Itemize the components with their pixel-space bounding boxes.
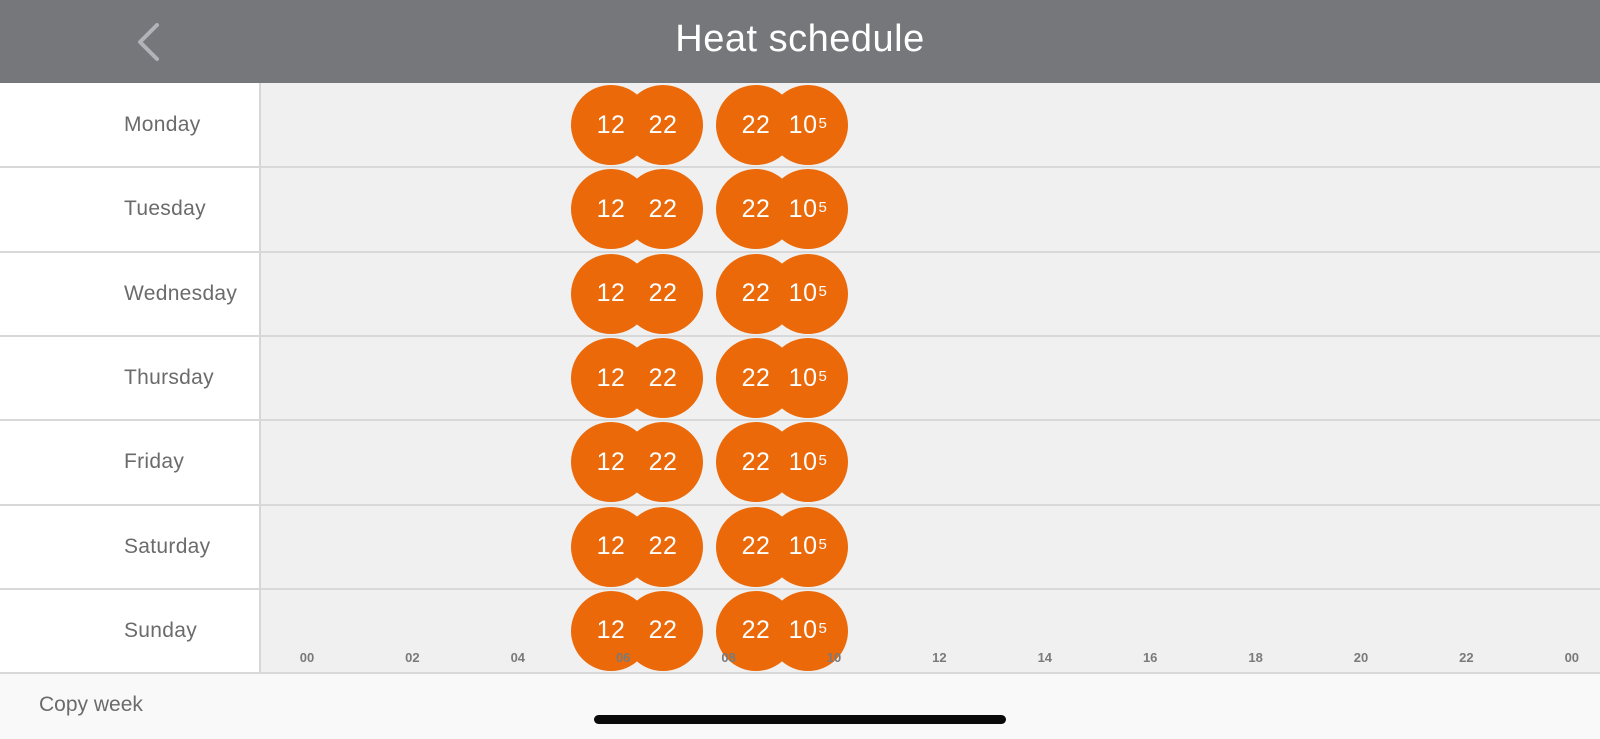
schedule-point-thursday[interactable]: 22 (623, 338, 703, 419)
schedule-point-monday[interactable]: 10 5 (768, 85, 848, 166)
home-indicator (594, 715, 1006, 724)
day-label-wednesday: Wednesday (124, 281, 238, 305)
temperature-value: 22 (648, 110, 678, 139)
temperature-value: 22 (648, 363, 678, 392)
time-tick: 18 (1248, 650, 1263, 665)
schedule-point-thursday[interactable]: 10 5 (768, 338, 848, 419)
row-divider (0, 672, 1600, 675)
page-title: Heat schedule (675, 18, 925, 60)
temperature-decimal: 5 (818, 451, 828, 469)
day-label-saturday: Saturday (124, 534, 211, 558)
temperature-decimal: 5 (818, 367, 828, 385)
schedule-point-monday[interactable]: 22 (623, 85, 703, 166)
temperature-value: 10 (788, 447, 818, 476)
temperature-value: 22 (648, 616, 678, 645)
schedule-point-wednesday[interactable]: 22 (623, 253, 703, 334)
day-label-friday: Friday (124, 450, 185, 474)
time-tick: 10 (826, 650, 842, 665)
temperature-value: 12 (596, 279, 626, 308)
footer-bar: Copy week (0, 673, 1600, 739)
schedule-point-tuesday[interactable]: 22 (623, 169, 703, 250)
back-button[interactable] (128, 18, 168, 66)
temperature-decimal: 5 (818, 283, 828, 301)
day-label-thursday: Thursday (124, 365, 214, 389)
temperature-value: 22 (741, 279, 771, 308)
day-column (0, 83, 261, 673)
time-tick: 08 (721, 650, 736, 665)
row-divider (0, 587, 1600, 590)
temperature-value: 12 (596, 532, 626, 561)
temperature-value: 22 (648, 447, 678, 476)
temperature-value: 10 (788, 194, 818, 223)
temperature-value: 10 (788, 363, 818, 392)
schedule-point-sunday[interactable]: 22 (623, 590, 703, 671)
row-divider (0, 250, 1600, 253)
day-label-sunday: Sunday (124, 618, 198, 642)
schedule-point-wednesday[interactable]: 10 5 (768, 253, 848, 334)
schedule-point-saturday[interactable]: 10 5 (768, 506, 848, 587)
temperature-value: 12 (596, 194, 626, 223)
schedule-point-saturday[interactable]: 22 (623, 506, 703, 587)
row-divider (0, 334, 1600, 337)
temperature-value: 12 (596, 110, 626, 139)
time-tick: 16 (1142, 650, 1158, 665)
temperature-value: 22 (648, 194, 678, 223)
temperature-decimal: 5 (818, 536, 828, 554)
time-axis: 00 02 04 06 08 10 12 14 16 18 20 22 00 (0, 650, 1600, 672)
temperature-value: 10 (788, 110, 818, 139)
temperature-value: 12 (596, 616, 626, 645)
temperature-value: 12 (596, 447, 626, 476)
time-tick: 00 (1564, 650, 1580, 665)
schedule-point-tuesday[interactable]: 10 5 (768, 169, 848, 250)
temperature-value: 12 (596, 363, 626, 392)
temperature-value: 10 (788, 532, 818, 561)
temperature-value: 10 (788, 616, 818, 645)
temperature-decimal: 5 (818, 198, 828, 216)
temperature-decimal: 5 (818, 114, 828, 132)
top-bar: Heat schedule (0, 0, 1600, 83)
time-tick: 20 (1353, 650, 1369, 665)
temperature-value: 22 (741, 363, 771, 392)
time-tick: 00 (299, 650, 315, 665)
temperature-value: 10 (788, 279, 818, 308)
time-tick: 04 (510, 650, 526, 665)
schedule-point-friday[interactable]: 22 (623, 422, 703, 503)
temperature-value: 22 (648, 279, 678, 308)
time-tick: 22 (1459, 650, 1474, 665)
temperature-value: 22 (741, 194, 771, 223)
row-divider (0, 419, 1600, 422)
temperature-value: 22 (741, 616, 771, 645)
temperature-value: 22 (741, 447, 771, 476)
temperature-decimal: 5 (818, 620, 828, 638)
copy-week-button[interactable]: Copy week (39, 693, 143, 716)
chevron-left-icon (138, 23, 159, 61)
row-divider (0, 503, 1600, 506)
time-tick: 12 (932, 650, 947, 665)
time-tick: 14 (1037, 650, 1053, 665)
time-tick: 02 (405, 650, 420, 665)
temperature-value: 22 (741, 532, 771, 561)
time-tick: 06 (615, 650, 631, 665)
temperature-value: 22 (648, 532, 678, 561)
day-label-monday: Monday (124, 113, 201, 136)
temperature-value: 22 (741, 110, 771, 139)
row-divider (0, 166, 1600, 169)
schedule-point-friday[interactable]: 10 5 (768, 422, 848, 503)
day-label-tuesday: Tuesday (124, 197, 206, 221)
schedule-point-sunday[interactable]: 10 5 (768, 590, 848, 671)
